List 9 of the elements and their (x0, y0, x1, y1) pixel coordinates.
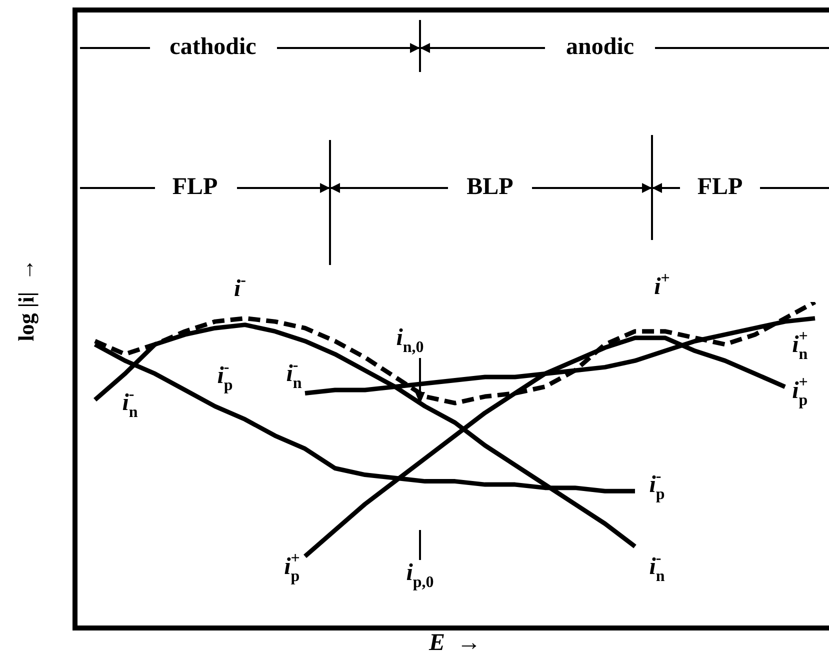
text: anodic (566, 34, 634, 60)
x-axis-title: E → (428, 630, 482, 656)
text: cathodic (170, 34, 257, 60)
text: FLP (697, 174, 743, 200)
text: i+ (654, 270, 670, 300)
text: i- (234, 272, 246, 302)
text: FLP (172, 174, 218, 200)
y-axis-title: log |i| → (14, 258, 39, 342)
text: BLP (466, 174, 514, 200)
